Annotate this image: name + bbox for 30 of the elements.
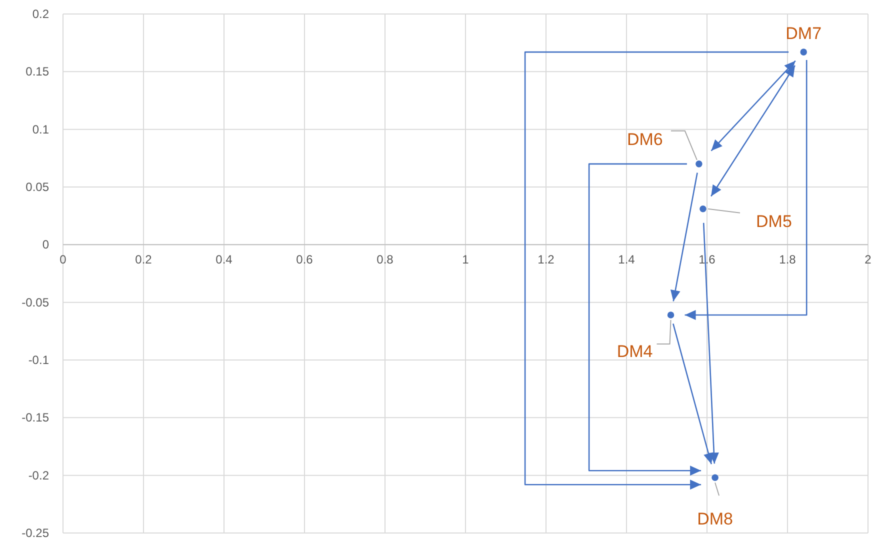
x-tick-label: 0.6 xyxy=(296,252,314,267)
y-tick-label: -0.05 xyxy=(22,295,50,310)
x-tick-label: 1.8 xyxy=(779,252,796,267)
point xyxy=(696,160,702,168)
y-tick-label: -0.1 xyxy=(28,353,50,367)
x-tick-label: 1 xyxy=(462,252,470,267)
y-tick-label: -0.25 xyxy=(22,526,50,540)
point xyxy=(712,474,718,482)
annotation: DM4 xyxy=(616,342,653,362)
x-tick-label: 0.2 xyxy=(135,252,152,267)
x-tick-label: 0 xyxy=(60,252,67,267)
point xyxy=(800,48,807,56)
y-tick-label: 0.05 xyxy=(26,180,50,194)
point xyxy=(700,206,706,212)
y-tick-label: -0.2 xyxy=(28,468,50,482)
x-tick-label: 0.8 xyxy=(376,252,394,267)
annotation: DM6 xyxy=(626,130,663,149)
y-tick-label: 0.2 xyxy=(32,7,50,21)
annotation: DM7 xyxy=(786,24,822,44)
y-tick-label: 0 xyxy=(42,238,50,252)
point xyxy=(667,312,674,318)
x-tick-label: 2 xyxy=(864,252,872,267)
x-tick-label: 1.4 xyxy=(618,252,636,267)
y-tick-label: 0.15 xyxy=(26,64,50,79)
y-tick-label: -0.15 xyxy=(22,410,50,425)
y-tick-label: 0.1 xyxy=(32,122,50,136)
annotation: DM5 xyxy=(756,212,792,231)
x-tick-label: 0.4 xyxy=(216,252,233,267)
annotation: DM8 xyxy=(697,510,734,529)
x-tick-label: 1.2 xyxy=(538,252,555,267)
